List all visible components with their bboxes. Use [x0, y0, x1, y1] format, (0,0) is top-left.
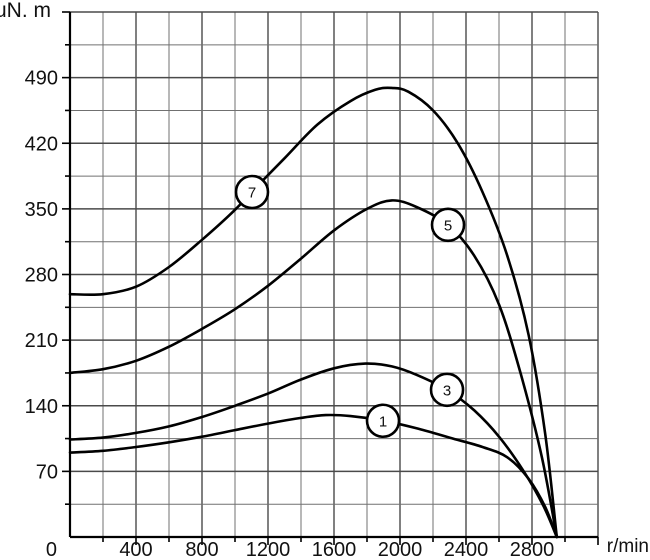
curve-marker-circle-1 — [365, 403, 401, 439]
x-tick-label: 2400 — [444, 539, 489, 560]
curve-3 — [68, 362, 559, 539]
curve-1 — [68, 413, 559, 539]
curve-marker-circle-7 — [234, 174, 270, 210]
x-tick-label: 400 — [119, 539, 152, 560]
x-tick-label: 800 — [185, 539, 218, 560]
y-tick-label: 140 — [25, 396, 58, 418]
x-axis-unit-label: r/min — [606, 536, 649, 557]
curve-marker-label-7: 7 — [248, 185, 256, 202]
x-tick-label: 2800 — [510, 539, 555, 560]
y-tick-label: 350 — [25, 199, 58, 221]
curve-marker-label-5: 5 — [444, 217, 452, 234]
x-tick-label: 2000 — [378, 539, 423, 560]
curve-marker-circle-5 — [430, 207, 466, 243]
curve-marker-label-3: 3 — [443, 382, 451, 399]
y-tick-label: 210 — [25, 330, 58, 352]
y-tick-label: 490 — [25, 68, 58, 90]
curve-marker-label-1: 1 — [379, 413, 387, 430]
y-axis-unit-label: uN. m — [0, 0, 52, 22]
curve-7 — [68, 86, 559, 539]
x-tick-label: 1600 — [312, 539, 357, 560]
y-tick-label: 280 — [25, 265, 58, 287]
y-tick-label: 420 — [25, 133, 58, 155]
y-tick-label: 70 — [36, 461, 58, 483]
curve-marker-circle-3 — [429, 372, 465, 408]
x-tick-label: 1200 — [246, 539, 291, 560]
origin-tick-label: 0 — [46, 539, 57, 560]
curve-5 — [68, 199, 559, 539]
